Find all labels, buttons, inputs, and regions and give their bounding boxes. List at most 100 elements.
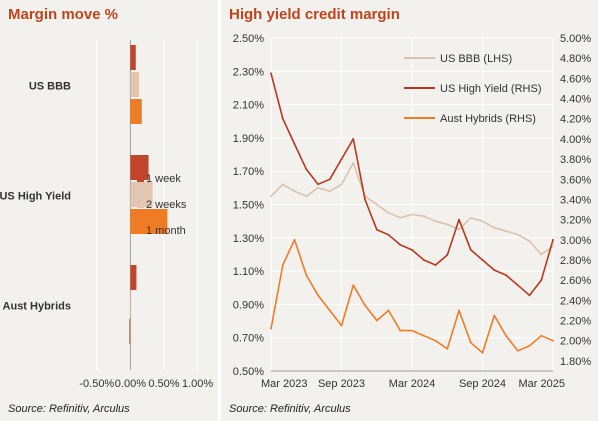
y-tick-label-left: 2.50% — [233, 33, 264, 45]
y-tick-label-left: 1.90% — [233, 133, 264, 145]
data-point — [481, 259, 484, 261]
credit-margin-source: Source: Refinitiv, Arculus — [229, 403, 351, 415]
data-point — [493, 269, 496, 271]
x-tick-label: Mar 2023 — [261, 378, 307, 390]
y-tick-label-left: 0.50% — [233, 366, 264, 378]
data-point — [516, 233, 519, 236]
data-point — [317, 186, 319, 189]
legend-swatch — [137, 227, 144, 234]
data-point — [411, 213, 413, 216]
legend-label: US BBB (LHS) — [440, 53, 512, 65]
legend-swatch — [137, 175, 144, 182]
x-tick-label: 0.00% — [115, 378, 146, 390]
category-label: US BBB — [29, 81, 71, 93]
data-point — [375, 319, 378, 322]
y-tick-label-right: 4.60% — [560, 73, 591, 85]
y-tick-label-right: 3.40% — [560, 194, 591, 206]
data-point — [552, 339, 554, 342]
margin-move-panel: Margin move % -0.50% 0.00% 0.50% 1.00% US BB… — [0, 0, 218, 421]
category-label: Aust Hybrids — [3, 301, 71, 313]
data-point — [281, 117, 284, 120]
data-point — [469, 341, 472, 344]
y-tick-label-right: 3.60% — [560, 174, 591, 186]
data-point — [481, 220, 484, 223]
data-point — [340, 183, 343, 186]
x-tick-label: Sep 2023 — [318, 378, 365, 390]
data-point — [528, 344, 531, 347]
y-tick-label-left: 1.50% — [233, 200, 264, 212]
data-point — [352, 138, 355, 140]
data-point — [352, 284, 355, 287]
x-tick-label: Sep 2024 — [459, 378, 506, 390]
credit-margin-panel: High yield credit margin 0.50% 0.70% 0.90%… — [221, 0, 598, 421]
data-point — [422, 215, 425, 218]
data-point — [434, 220, 437, 223]
legend-label: 1 month — [146, 225, 186, 237]
data-point — [399, 243, 402, 246]
data-point — [469, 249, 472, 251]
y-tick-label-right: 2.40% — [560, 295, 591, 307]
data-point — [540, 279, 543, 282]
x-tick-label: 0.50% — [148, 378, 179, 390]
data-point — [328, 190, 331, 193]
bar — [130, 45, 136, 70]
data-point — [375, 228, 378, 231]
y-tick-label-left: 1.10% — [233, 266, 264, 278]
data-point — [434, 339, 437, 342]
bar — [130, 99, 142, 124]
y-tick-label-right: 4.80% — [560, 53, 591, 65]
data-point — [446, 254, 449, 256]
data-point — [364, 304, 366, 307]
data-point — [411, 249, 413, 251]
margin-move-chart: -0.50% 0.00% 0.50% 1.00% US BBB US High Yield… — [0, 40, 213, 390]
data-point — [505, 334, 507, 337]
data-point — [399, 329, 402, 332]
data-point — [305, 274, 308, 277]
data-point — [281, 264, 284, 266]
legend-swatch — [137, 201, 144, 208]
data-point — [411, 329, 413, 332]
legend-label: 1 week — [146, 173, 181, 185]
data-point — [270, 195, 272, 198]
data-point — [364, 198, 366, 201]
y-tick-label-left: 0.70% — [233, 333, 264, 345]
y-tick-label-right: 1.80% — [560, 356, 591, 368]
data-point — [317, 183, 319, 186]
bar — [130, 182, 153, 207]
y-tick-label-right: 4.20% — [560, 114, 591, 126]
y-tick-label-left: 1.70% — [233, 166, 264, 178]
data-point — [352, 161, 355, 164]
legend-label: Aust Hybrids (RHS) — [440, 113, 536, 125]
data-point — [328, 178, 331, 181]
data-point — [528, 240, 531, 243]
margin-move-source: Source: Refinitiv, Arculus — [8, 403, 130, 415]
data-point — [446, 223, 449, 226]
y-tick-label-left: 2.10% — [233, 100, 264, 112]
margin-move-title: Margin move % — [8, 6, 119, 23]
data-point — [281, 183, 284, 186]
data-point — [399, 216, 402, 219]
y-tick-label-left: 0.90% — [233, 299, 264, 311]
data-point — [340, 158, 343, 160]
credit-margin-chart: 0.50% 0.70% 0.90% 1.10% 1.30% 1.50% 1.70% 1.90%… — [233, 33, 592, 390]
y-tick-label-left: 1.30% — [233, 233, 264, 245]
data-point — [481, 351, 484, 354]
x-tick-label: -0.50% — [79, 378, 114, 390]
x-tick-label: Mar 2024 — [389, 378, 435, 390]
data-point — [458, 218, 460, 221]
data-point — [375, 203, 378, 206]
y-tick-label-right: 2.00% — [560, 336, 591, 348]
legend-label: 2 weeks — [146, 199, 187, 211]
bar — [130, 265, 137, 290]
bar — [130, 209, 168, 234]
bar — [130, 72, 140, 97]
data-point — [387, 233, 390, 236]
data-point — [505, 274, 507, 277]
y-tick-label-right: 3.00% — [560, 235, 591, 247]
data-point — [270, 72, 272, 75]
data-point — [270, 327, 272, 330]
data-point — [552, 245, 554, 248]
data-point — [305, 168, 308, 171]
data-point — [516, 284, 519, 287]
y-tick-label-right: 2.80% — [560, 255, 591, 267]
